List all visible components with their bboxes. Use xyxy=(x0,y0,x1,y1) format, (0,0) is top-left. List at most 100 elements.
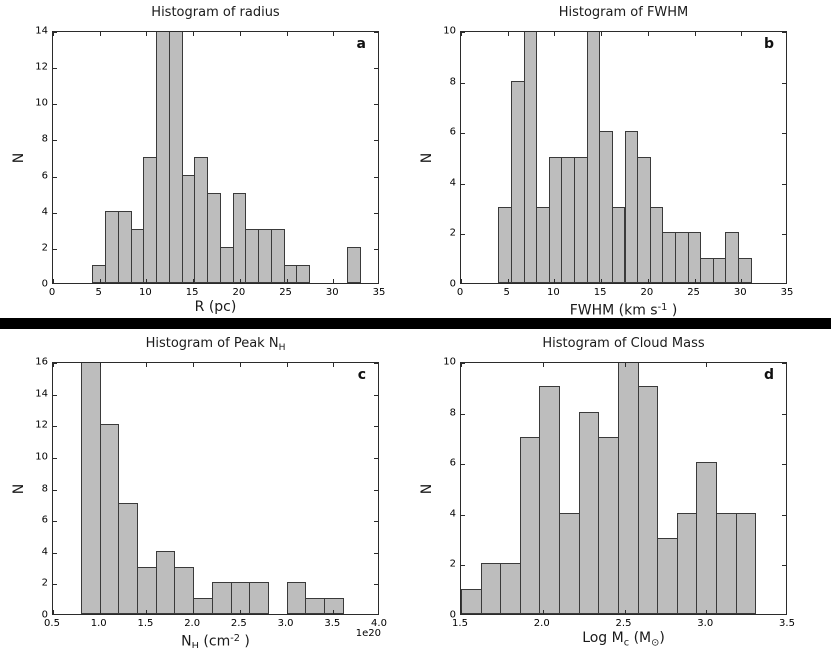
histogram-bar xyxy=(207,192,221,283)
y-tick-label: 4 xyxy=(449,508,456,520)
histogram-bar xyxy=(599,131,613,283)
histogram-bar xyxy=(258,228,272,283)
x-tick-top xyxy=(193,32,195,36)
y-tick-label: 2 xyxy=(449,558,456,570)
y-tick xyxy=(53,68,57,70)
x-tick xyxy=(624,610,626,614)
histogram-bar xyxy=(735,512,757,614)
chart-title: Histogram of radius xyxy=(151,5,280,20)
y-tick xyxy=(53,521,57,523)
histogram-bar xyxy=(118,503,139,614)
x-tick-top xyxy=(542,363,544,367)
histogram-bar xyxy=(305,598,325,614)
chart-title: Histogram of FWHM xyxy=(558,5,689,20)
y-tick xyxy=(461,413,465,415)
x-tick-label: 15 xyxy=(593,287,607,298)
histogram-bar xyxy=(104,210,119,283)
y-tick-label: 4 xyxy=(41,546,48,558)
histogram-bar xyxy=(676,512,698,614)
top-row: Histogram of radius N a R (pc) 0 5 10 15 20 2… xyxy=(0,0,831,319)
x-tick-label: 2.5 xyxy=(230,618,247,629)
x-tick xyxy=(239,610,241,614)
y-tick xyxy=(53,363,57,364)
y-tick-right xyxy=(374,584,378,586)
y-tick-right xyxy=(374,68,378,70)
x-tick-label: 3.0 xyxy=(277,618,294,629)
x-tick-top xyxy=(239,32,241,36)
x-tick xyxy=(53,610,54,614)
x-tick-label: 20 xyxy=(232,287,246,298)
x-tick-label: 3.5 xyxy=(779,618,795,629)
x-tick-top xyxy=(624,363,626,367)
y-tick-label: 0 xyxy=(41,278,48,290)
histogram-bar xyxy=(662,232,676,283)
x-tick-label: 2.5 xyxy=(615,618,632,629)
bottom-row: Histogram of Peak NH N c NH (cm-2 ) 1e20… xyxy=(0,329,831,648)
x-tick-top xyxy=(461,363,462,367)
superscript: -2 xyxy=(230,633,240,644)
plot-area: d xyxy=(460,362,787,615)
y-tick xyxy=(53,394,57,396)
x-tick-top xyxy=(53,363,54,367)
y-tick-label: 8 xyxy=(41,483,48,494)
x-tick-top xyxy=(554,32,556,36)
panel-letter: d xyxy=(763,367,774,383)
x-tick-label: 35 xyxy=(780,287,794,298)
x-tick-top xyxy=(333,32,335,36)
axis-offset-text: 1e20 xyxy=(355,628,381,639)
x-tick xyxy=(706,610,708,614)
y-tick-label: 8 xyxy=(449,76,456,88)
x-tick xyxy=(99,279,101,283)
x-tick xyxy=(461,610,462,614)
x-tick-label: 3.5 xyxy=(324,618,341,629)
x-tick-label: 15 xyxy=(185,287,199,298)
y-tick-label: 8 xyxy=(41,133,48,145)
x-tick xyxy=(146,610,148,614)
plot-area: c xyxy=(52,362,379,615)
y-axis-label: N xyxy=(419,483,435,494)
superscript: -1 xyxy=(657,302,668,313)
x-tick xyxy=(542,610,544,614)
y-tick-right xyxy=(374,489,378,491)
y-tick xyxy=(53,176,57,178)
x-tick xyxy=(333,279,335,283)
x-tick-top xyxy=(146,363,148,367)
histogram-panel-peak-nh: Histogram of Peak NH N c NH (cm-2 ) 1e20… xyxy=(0,329,415,648)
y-tick xyxy=(53,248,57,250)
histogram-bar xyxy=(611,207,626,283)
x-axis-label: NH (cm-2 ) xyxy=(181,631,250,648)
horizontal-divider-bar xyxy=(0,318,831,329)
histogram-bar xyxy=(561,156,576,283)
x-axis-label: FWHM (km s-1 ) xyxy=(569,302,678,319)
subscript: H xyxy=(191,640,199,648)
panel-letter: a xyxy=(356,36,366,52)
histogram-bar xyxy=(270,228,285,283)
x-tick-label: 3.0 xyxy=(697,618,714,629)
histogram-bar xyxy=(245,228,260,283)
x-tick xyxy=(193,279,195,283)
x-tick-label: 10 xyxy=(139,287,152,298)
y-tick-right xyxy=(374,32,378,33)
y-tick-right xyxy=(374,426,378,428)
y-tick-right xyxy=(782,413,786,415)
histogram-bar xyxy=(347,246,362,283)
x-tick xyxy=(193,610,195,614)
x-tick-label: 0 xyxy=(456,287,464,298)
histogram-bar xyxy=(296,264,311,283)
histogram-bar xyxy=(617,363,639,614)
x-tick-label: 0 xyxy=(48,287,56,298)
y-tick xyxy=(461,464,465,466)
y-tick-right xyxy=(782,234,786,236)
chart-title: Histogram of Cloud Mass xyxy=(542,336,705,351)
x-tick xyxy=(286,610,288,614)
histogram-bar xyxy=(657,538,678,614)
y-tick xyxy=(53,489,57,491)
y-axis-label: N xyxy=(419,152,435,163)
x-tick xyxy=(741,279,743,283)
y-tick xyxy=(53,457,57,459)
x-tick-label: 1.5 xyxy=(137,618,154,629)
x-tick-label: 10 xyxy=(547,287,560,298)
histogram-bar xyxy=(716,512,737,614)
y-tick xyxy=(53,426,57,428)
histogram-bar xyxy=(143,156,157,283)
